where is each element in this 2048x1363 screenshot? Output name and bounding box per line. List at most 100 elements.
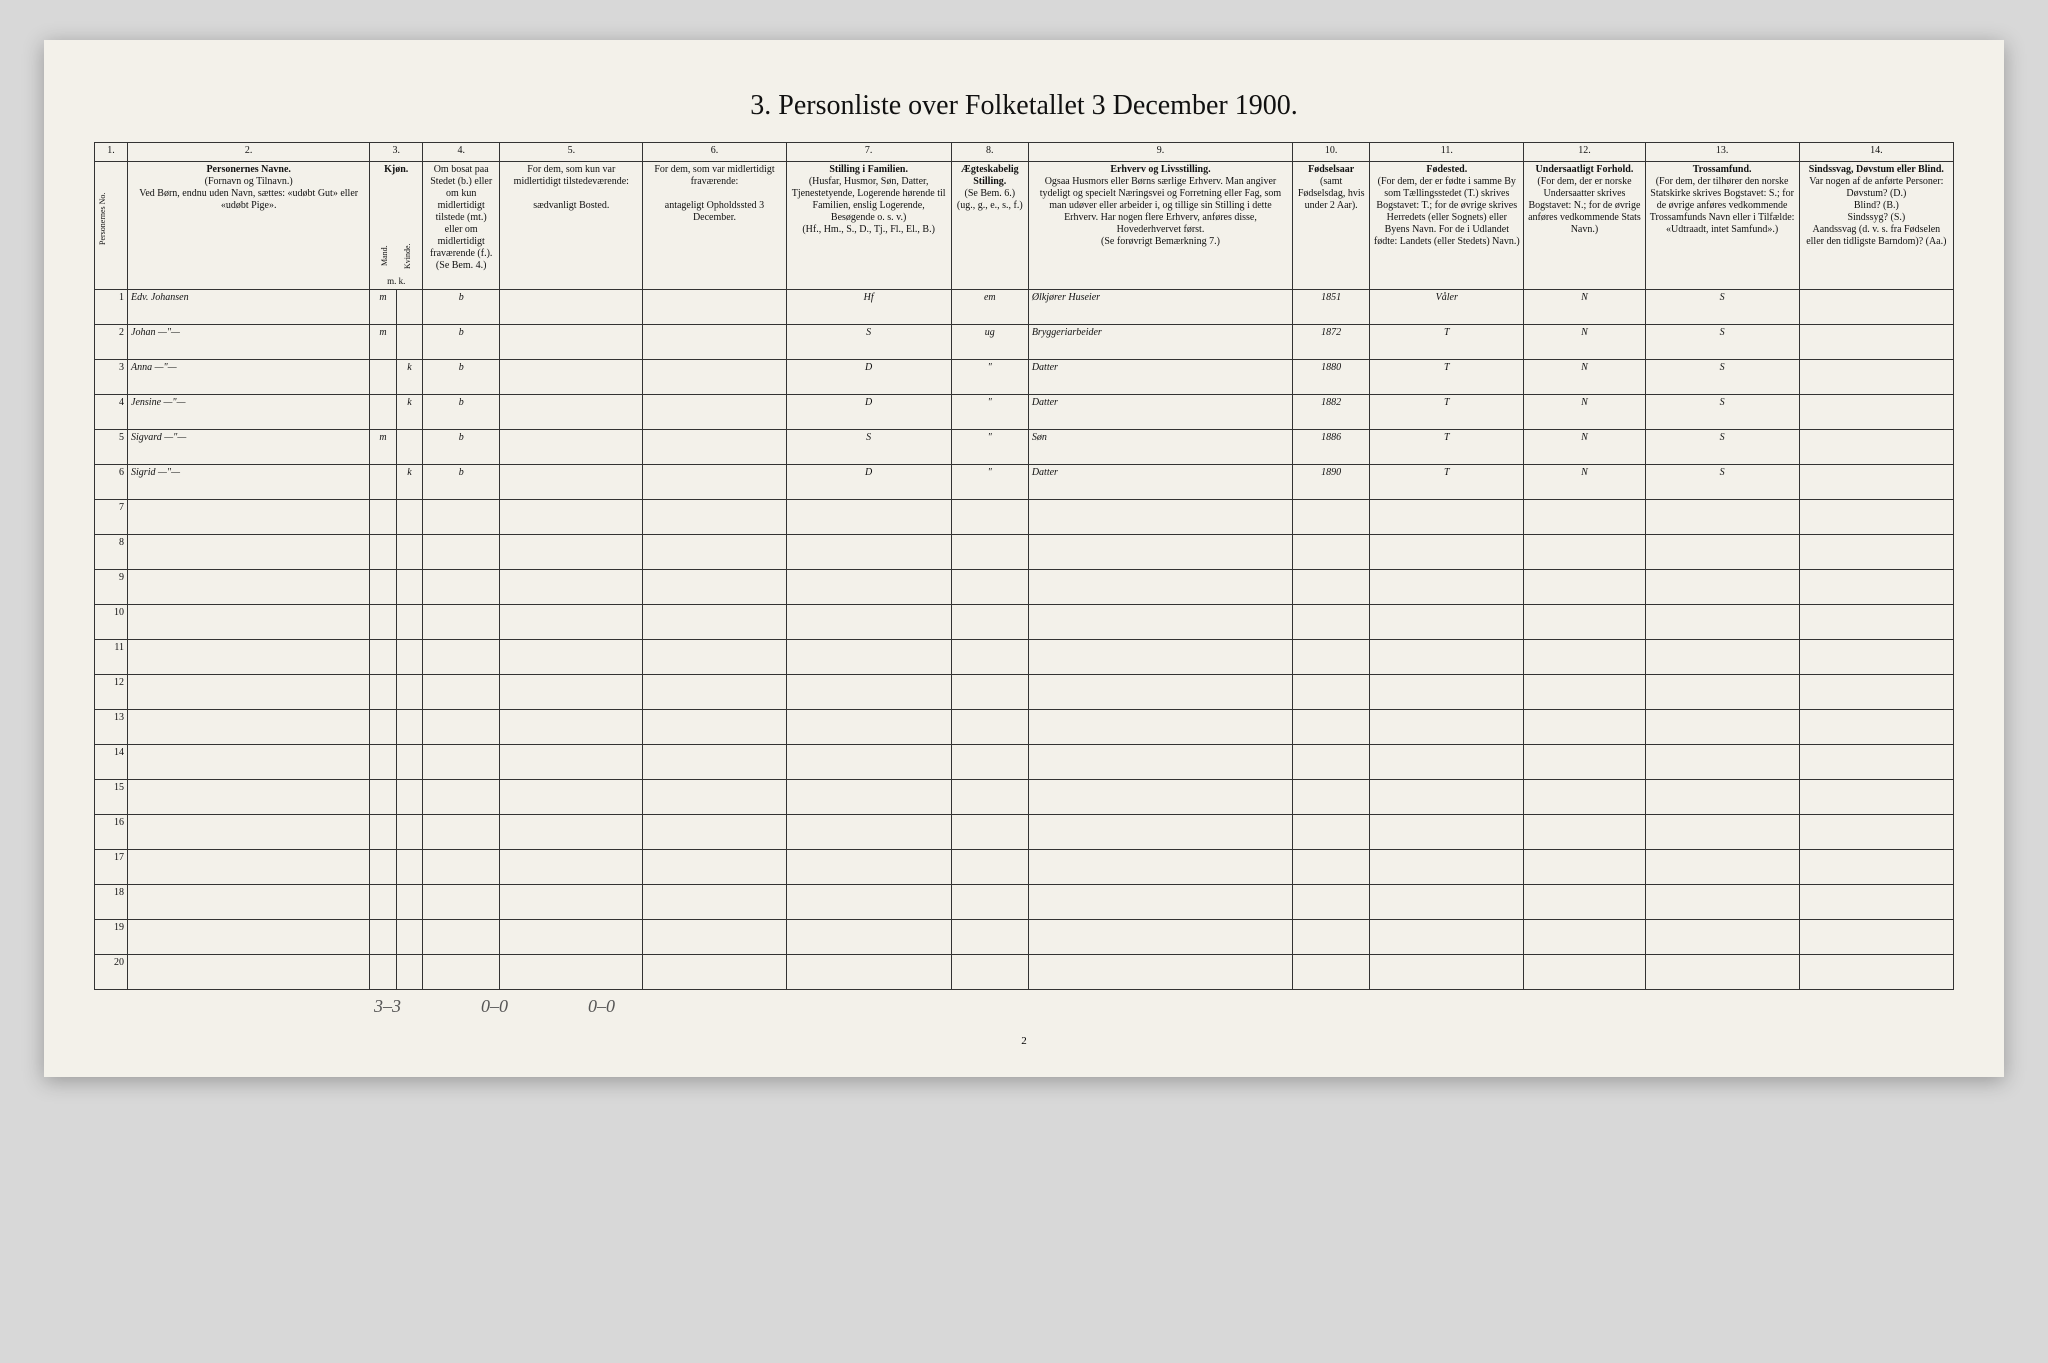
cell-empty xyxy=(1524,954,1645,989)
cell-empty xyxy=(1028,569,1292,604)
cell-empty xyxy=(643,779,786,814)
cell-empty xyxy=(951,569,1028,604)
cell-empty xyxy=(951,744,1028,779)
cell-empty xyxy=(1028,674,1292,709)
cell-empty xyxy=(1799,919,1953,954)
colnum-3: 3. xyxy=(370,143,423,162)
cell-empty xyxy=(1293,779,1370,814)
cell-rownum: 12 xyxy=(95,674,128,709)
cell-res: b xyxy=(423,359,500,394)
table-row-empty: 15 xyxy=(95,779,1954,814)
cell-empty xyxy=(643,604,786,639)
cell-empty xyxy=(423,534,500,569)
cell-rel: S xyxy=(1645,324,1799,359)
cell-empty xyxy=(128,639,370,674)
tally-1: 3–3 xyxy=(374,996,401,1017)
cell-empty xyxy=(786,604,951,639)
cell-year: 1890 xyxy=(1293,464,1370,499)
cell-empty xyxy=(1524,849,1645,884)
cell-empty xyxy=(1799,674,1953,709)
cell-empty xyxy=(643,569,786,604)
cell-empty xyxy=(370,604,396,639)
cell-name: Sigrid —"— xyxy=(128,464,370,499)
cell-empty xyxy=(500,744,643,779)
cell-empty xyxy=(128,674,370,709)
cell-empty xyxy=(1293,849,1370,884)
column-header: Stilling i Familien.(Husfar, Husmor, Søn… xyxy=(786,162,951,290)
cell-nat: N xyxy=(1524,464,1645,499)
cell-empty xyxy=(643,919,786,954)
cell-rel: S xyxy=(1645,359,1799,394)
cell-rel: S xyxy=(1645,289,1799,324)
cell-empty xyxy=(786,569,951,604)
cell-empty xyxy=(370,814,396,849)
cell-rownum: 6 xyxy=(95,464,128,499)
table-row-empty: 7 xyxy=(95,499,1954,534)
cell-empty xyxy=(396,709,422,744)
cell-empty xyxy=(1799,534,1953,569)
cell-rownum: 15 xyxy=(95,779,128,814)
colnum-13: 13. xyxy=(1645,143,1799,162)
cell-c6 xyxy=(643,359,786,394)
cell-empty xyxy=(396,849,422,884)
cell-rownum: 13 xyxy=(95,709,128,744)
cell-empty xyxy=(1293,744,1370,779)
column-header: For dem, som kun var midlertidigt tilste… xyxy=(500,162,643,290)
cell-empty xyxy=(128,604,370,639)
cell-empty xyxy=(951,779,1028,814)
cell-rownum: 4 xyxy=(95,394,128,429)
cell-mar: ug xyxy=(951,324,1028,359)
cell-empty xyxy=(396,919,422,954)
cell-c14 xyxy=(1799,324,1953,359)
cell-empty xyxy=(396,744,422,779)
cell-empty xyxy=(1370,639,1524,674)
cell-empty xyxy=(1645,569,1799,604)
cell-rownum: 17 xyxy=(95,849,128,884)
cell-empty xyxy=(1293,639,1370,674)
cell-empty xyxy=(128,884,370,919)
cell-empty xyxy=(643,639,786,674)
cell-rownum: 8 xyxy=(95,534,128,569)
cell-c6 xyxy=(643,464,786,499)
cell-empty xyxy=(1028,709,1292,744)
cell-empty xyxy=(1645,499,1799,534)
cell-empty xyxy=(500,779,643,814)
column-header: Om bosat paa Stedet (b.) eller om kun mi… xyxy=(423,162,500,290)
cell-empty xyxy=(423,604,500,639)
cell-empty xyxy=(1645,674,1799,709)
cell-empty xyxy=(1799,954,1953,989)
cell-sex-k: k xyxy=(396,394,422,429)
cell-res: b xyxy=(423,394,500,429)
cell-empty xyxy=(1293,674,1370,709)
cell-sex-m xyxy=(370,464,396,499)
cell-fam: D xyxy=(786,464,951,499)
cell-empty xyxy=(1370,569,1524,604)
table-row-empty: 18 xyxy=(95,884,1954,919)
cell-c14 xyxy=(1799,394,1953,429)
cell-empty xyxy=(643,954,786,989)
cell-empty xyxy=(643,849,786,884)
cell-sex-k: k xyxy=(396,359,422,394)
cell-empty xyxy=(1524,814,1645,849)
cell-empty xyxy=(951,919,1028,954)
cell-rel: S xyxy=(1645,464,1799,499)
cell-empty xyxy=(1293,919,1370,954)
cell-empty xyxy=(128,779,370,814)
colnum-10: 10. xyxy=(1293,143,1370,162)
table-row-empty: 12 xyxy=(95,674,1954,709)
cell-occ: Bryggeriarbeider xyxy=(1028,324,1292,359)
cell-rownum: 1 xyxy=(95,289,128,324)
cell-empty xyxy=(396,639,422,674)
table-row-empty: 20 xyxy=(95,954,1954,989)
cell-name: Anna —"— xyxy=(128,359,370,394)
cell-occ: Søn xyxy=(1028,429,1292,464)
cell-c6 xyxy=(643,429,786,464)
cell-res: b xyxy=(423,324,500,359)
cell-empty xyxy=(1370,534,1524,569)
cell-empty xyxy=(1370,814,1524,849)
cell-mar: " xyxy=(951,359,1028,394)
colnum-6: 6. xyxy=(643,143,786,162)
colnum-9: 9. xyxy=(1028,143,1292,162)
cell-empty xyxy=(1370,779,1524,814)
cell-empty xyxy=(786,884,951,919)
